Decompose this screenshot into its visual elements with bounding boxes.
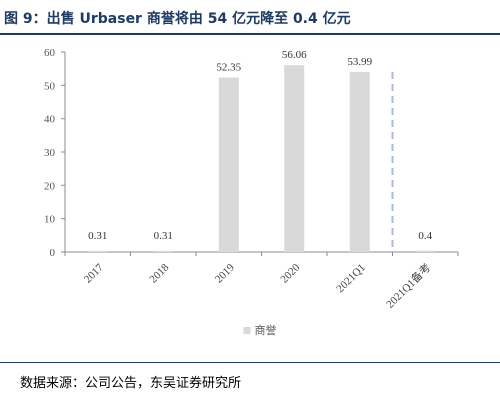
- y-tick-label: 50: [44, 80, 56, 92]
- bar-2019: [218, 77, 239, 252]
- legend: 商誉: [243, 323, 277, 337]
- legend-label: 商誉: [255, 323, 277, 337]
- y-tick-label: 20: [44, 180, 56, 192]
- data-labels: 0.31 0.31 52.35 56.06 53.99 0.4: [88, 49, 433, 242]
- y-tick-label: 40: [44, 114, 56, 126]
- bar-2021Q1备考: [415, 250, 436, 252]
- x-tick-label: 2018: [147, 261, 171, 285]
- y-tick-label: 30: [44, 147, 56, 159]
- bars: [87, 65, 436, 253]
- x-tick-label: 2019: [213, 261, 237, 285]
- x-axis: [64, 251, 459, 256]
- x-tick-label: 2021Q1备考: [383, 260, 434, 311]
- source-rule: [0, 362, 500, 363]
- data-label: 0.4: [418, 230, 432, 242]
- title-rule: [0, 33, 500, 35]
- y-axis: 0 10 20 30 40 50 60: [44, 47, 66, 259]
- data-label: 53.99: [347, 56, 372, 68]
- bar-2020: [284, 65, 305, 252]
- bar-2017: [87, 250, 108, 252]
- data-label: 56.06: [282, 49, 307, 61]
- x-tick-label: 2021Q1: [334, 262, 368, 296]
- data-label: 0.31: [154, 230, 173, 242]
- x-tick-label: 2020: [278, 261, 302, 285]
- figure-title: 图 9：出售 Urbaser 商誉将由 54 亿元降至 0.4 亿元: [4, 11, 351, 27]
- legend-swatch: [243, 327, 251, 334]
- y-tick-label: 0: [50, 247, 56, 259]
- goodwill-bar-chart: 0 10 20 30 40 50 60 0.31 0.31 52.35 56.06 53.99 0.4…: [44, 47, 459, 337]
- bar-2018: [153, 250, 174, 252]
- source-note: 数据来源：公司公告，东吴证券研究所: [20, 376, 242, 391]
- x-tick-labels: 2017 2018 2019 2020 2021Q1 2021Q1备考: [82, 260, 434, 311]
- y-tick-label: 60: [44, 47, 56, 59]
- bar-2021Q1: [349, 72, 370, 253]
- y-tick-label: 10: [44, 214, 56, 226]
- x-tick-label: 2017: [82, 261, 106, 285]
- data-label: 0.31: [88, 230, 107, 242]
- data-label: 52.35: [216, 62, 241, 74]
